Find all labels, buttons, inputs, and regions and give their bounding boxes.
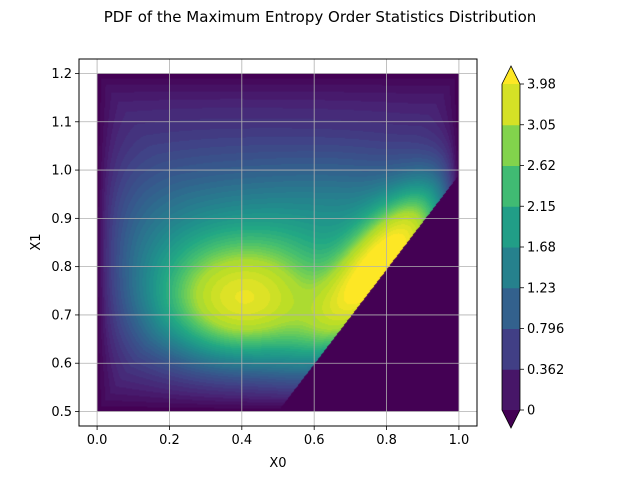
colorbar-tick-label: 2.15 [527, 200, 556, 215]
x-axis-label: X0 [269, 456, 286, 471]
colorbar-extend-max [502, 66, 520, 84]
y-tick-label: 1.1 [51, 115, 72, 130]
colorbar: 0 0.362 0.796 1.23 1.68 2.15 2.62 3.05 3.98 [501, 65, 564, 429]
colorbar-segment [502, 165, 520, 207]
y-tick-label: 0.8 [51, 260, 72, 275]
plot-area: 0.0 0.2 0.4 0.6 0.8 1.0 0.5 0.6 0.7 0.8 0.9 1.0 1.1… [51, 58, 478, 448]
y-tick-label: 1.2 [51, 67, 72, 82]
x-tick-label: 0.2 [159, 433, 180, 448]
colorbar-tick-label: 1.23 [527, 281, 556, 296]
colorbar-extend-min [502, 410, 520, 428]
plot-frame [78, 58, 478, 427]
colorbar-tick-label: 3.05 [527, 118, 556, 133]
x-tick-label: 0.8 [376, 433, 397, 448]
grid-lines [79, 59, 477, 426]
colorbar-segment [502, 124, 520, 166]
y-tick-label: 0.7 [51, 308, 72, 323]
colorbar-segment [502, 287, 520, 329]
chart-title: PDF of the Maximum Entropy Order Statist… [104, 8, 537, 26]
colorbar-segment [502, 247, 520, 289]
colorbar-tick-label: 1.68 [527, 241, 556, 256]
colorbar-tick-label: 0.796 [527, 322, 564, 337]
y-tick-label: 1.0 [51, 164, 72, 179]
colorbar-segment [502, 369, 520, 411]
y-tick-label: 0.6 [51, 357, 72, 372]
y-tick-label: 0.9 [51, 212, 72, 227]
density-contour-surface [97, 73, 459, 412]
colorbar-tick-label: 0.362 [527, 363, 564, 378]
y-axis: 0.5 0.6 0.7 0.8 0.9 1.0 1.1 1.2 [51, 67, 79, 420]
colorbar-tick-label: 3.98 [527, 78, 556, 93]
colorbar-segment [502, 84, 520, 126]
x-tick-label: 0.6 [304, 433, 325, 448]
x-tick-label: 1.0 [449, 433, 470, 448]
colorbar-segment [502, 328, 520, 370]
x-tick-label: 0.0 [87, 433, 108, 448]
x-tick-label: 0.4 [231, 433, 252, 448]
y-tick-label: 0.5 [51, 405, 72, 420]
colorbar-segment [502, 206, 520, 248]
colorbar-tick-label: 0 [527, 404, 535, 419]
x-axis: 0.0 0.2 0.4 0.6 0.8 1.0 [87, 426, 470, 448]
y-axis-label: X1 [29, 233, 44, 250]
colorbar-tick-label: 2.62 [527, 159, 556, 174]
